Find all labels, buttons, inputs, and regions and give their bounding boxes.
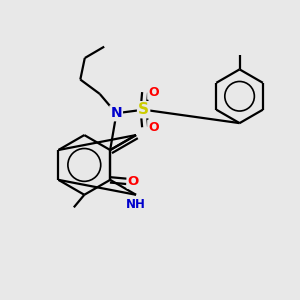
Text: N: N <box>110 106 122 120</box>
Text: S: S <box>138 102 149 117</box>
Text: O: O <box>128 175 139 188</box>
Text: NH: NH <box>126 198 146 211</box>
Text: O: O <box>148 121 159 134</box>
Text: O: O <box>148 86 159 99</box>
